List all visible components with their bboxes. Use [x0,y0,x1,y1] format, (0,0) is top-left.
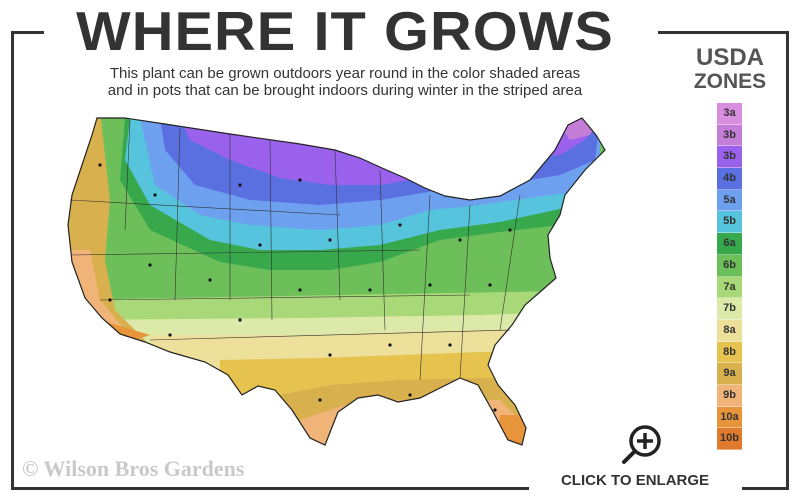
zone-fills [68,118,605,445]
legend-zone-7b: 7b [717,298,742,320]
legend-zone-6b: 6b [717,254,742,277]
legend-zone-8a: 8a [717,319,742,342]
zone-legend: 3a 3b 3b 4b 5a 5b 6a 6b 7a 7b 8a 8b 9a 9b 10a 10b [717,103,742,450]
zone-socal-10a [100,320,150,345]
click-to-enlarge-button[interactable]: CLICK TO ENLARGE [530,420,740,495]
zone-10a-area [495,415,530,445]
page-title: WHERE IT GROWS [76,0,614,62]
city-dots [98,163,512,412]
frame-right [786,31,789,490]
frame-top-left [11,31,44,34]
legend-zone-3b: 3b [717,124,742,147]
legend-zone-10a: 10a [717,406,742,429]
subtitle-line-1: This plant can be grown outdoors year ro… [109,65,581,82]
legend-zone-3b: 3b [717,146,742,169]
legend-zone-4b: 4b [717,168,742,190]
page-subtitle: This plant can be grown outdoors year ro… [40,65,650,99]
legend-title: USDA ZONES [680,46,780,94]
legend-zone-5b: 5b [717,211,742,234]
legend-zone-8b: 8b [717,341,742,364]
legend-title-line-2: ZONES [693,70,767,93]
frame-left [11,31,14,490]
click-to-enlarge-label: CLICK TO ENLARGE [560,472,710,489]
state-borders [69,119,521,381]
subtitle-line-2: and in pots that can be brought indoors … [107,82,583,99]
legend-zone-5a: 5a [717,189,742,212]
legend-zone-10b: 10b [717,428,742,450]
frame-bottom-right [742,487,789,490]
watermark: © Wilson Bros Gardens [22,456,245,481]
zoom-in-magnifier-icon [622,425,661,464]
legend-zone-7a: 7a [717,276,742,299]
frame-bottom-left [11,487,529,490]
frame-top-right [658,31,789,34]
legend-zone-9b: 9b [717,384,742,407]
legend-zone-3a: 3a [717,103,742,125]
legend-zone-6a: 6a [717,233,742,255]
legend-zone-9a: 9a [717,363,742,385]
us-outline [67,117,606,446]
zone-9b-area [300,400,520,445]
legend-title-line-1: USDA [695,44,764,71]
